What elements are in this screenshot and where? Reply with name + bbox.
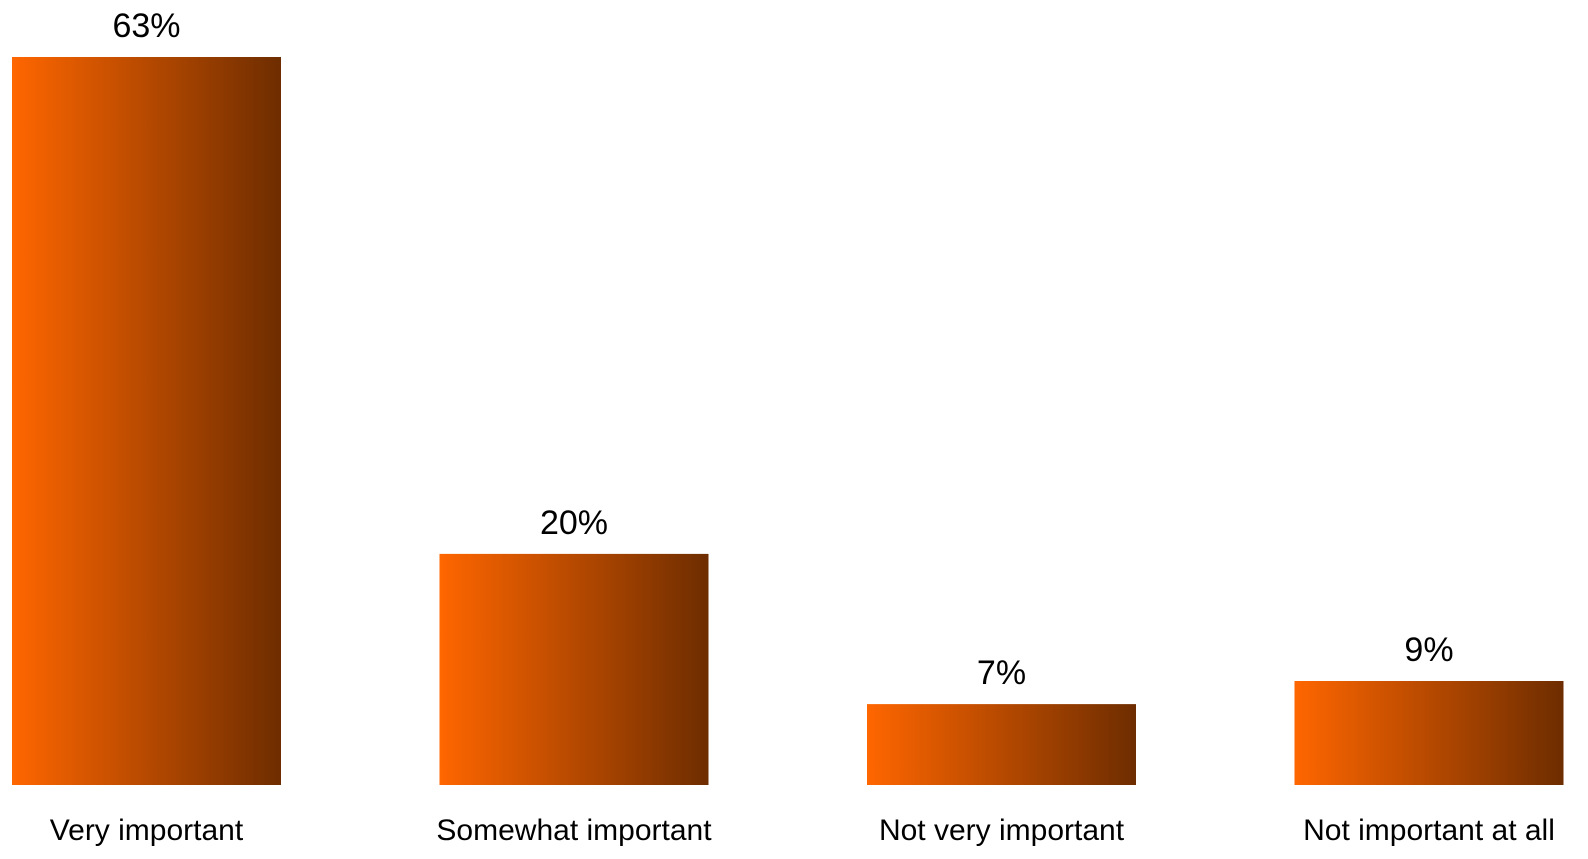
bar-2 bbox=[439, 553, 709, 785]
data-label-4: 9% bbox=[1404, 631, 1453, 669]
category-label-1: Very important bbox=[50, 814, 244, 847]
bar-3 bbox=[867, 704, 1136, 785]
bar-4 bbox=[1294, 681, 1564, 785]
category-label-3: Not very important bbox=[879, 814, 1125, 847]
data-label-2: 20% bbox=[540, 504, 608, 542]
plot-area: 63% Very important 20% Somewhat important 7%… bbox=[12, 7, 1564, 847]
category-label-2: Somewhat important bbox=[436, 814, 712, 847]
bar-1 bbox=[12, 57, 281, 785]
data-label-3: 7% bbox=[977, 654, 1026, 692]
data-label-1: 63% bbox=[112, 7, 180, 45]
category-label-4: Not important at all bbox=[1303, 814, 1555, 847]
